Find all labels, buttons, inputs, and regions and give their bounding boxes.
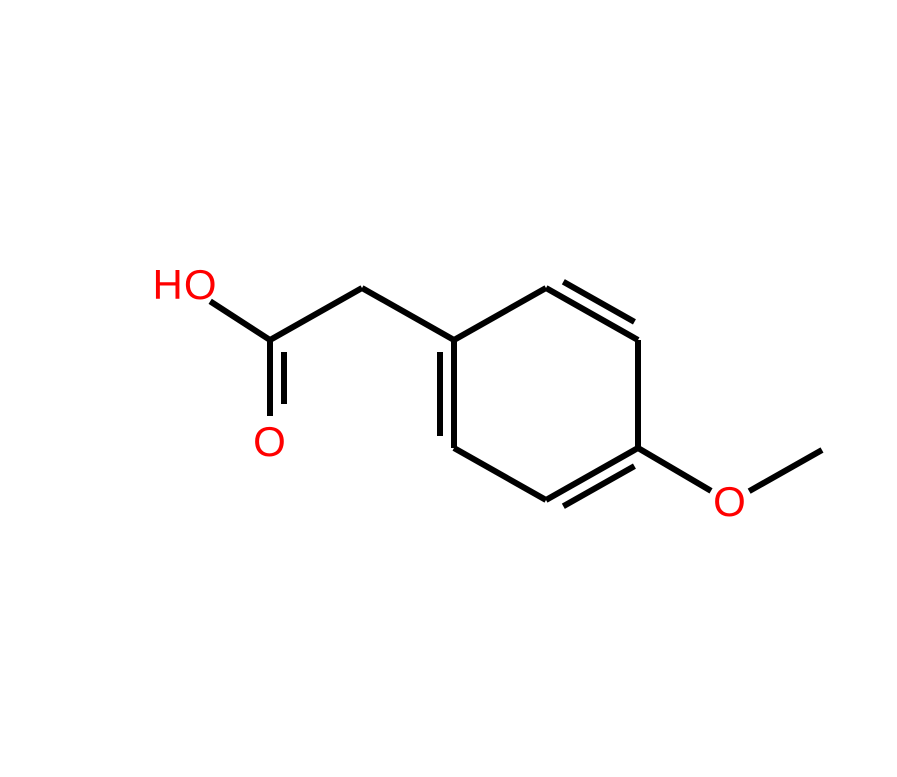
atom-label-oh: HO [153,261,218,309]
chemical-structure-canvas: HO O O [0,0,897,777]
atom-label-oeth: O [713,478,747,526]
atom-label-od: O [253,418,287,466]
bond-layer [0,0,897,777]
